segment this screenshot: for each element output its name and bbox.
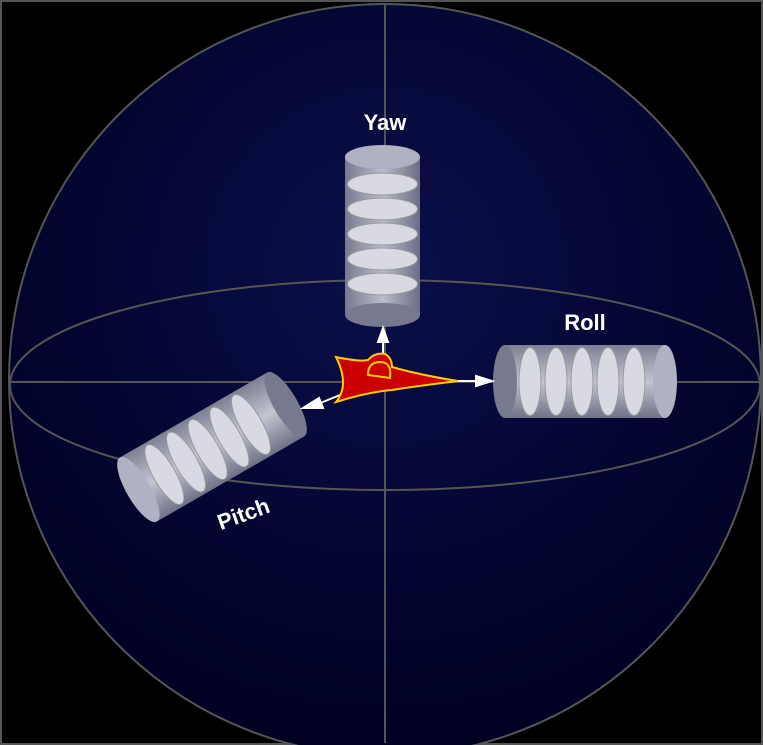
roll-label: Roll xyxy=(564,310,606,335)
diagram: Yaw Roll Pitch xyxy=(0,0,763,745)
roll-cylinder xyxy=(493,345,677,418)
yaw-cylinder xyxy=(345,145,420,327)
yaw-label: Yaw xyxy=(364,110,408,135)
